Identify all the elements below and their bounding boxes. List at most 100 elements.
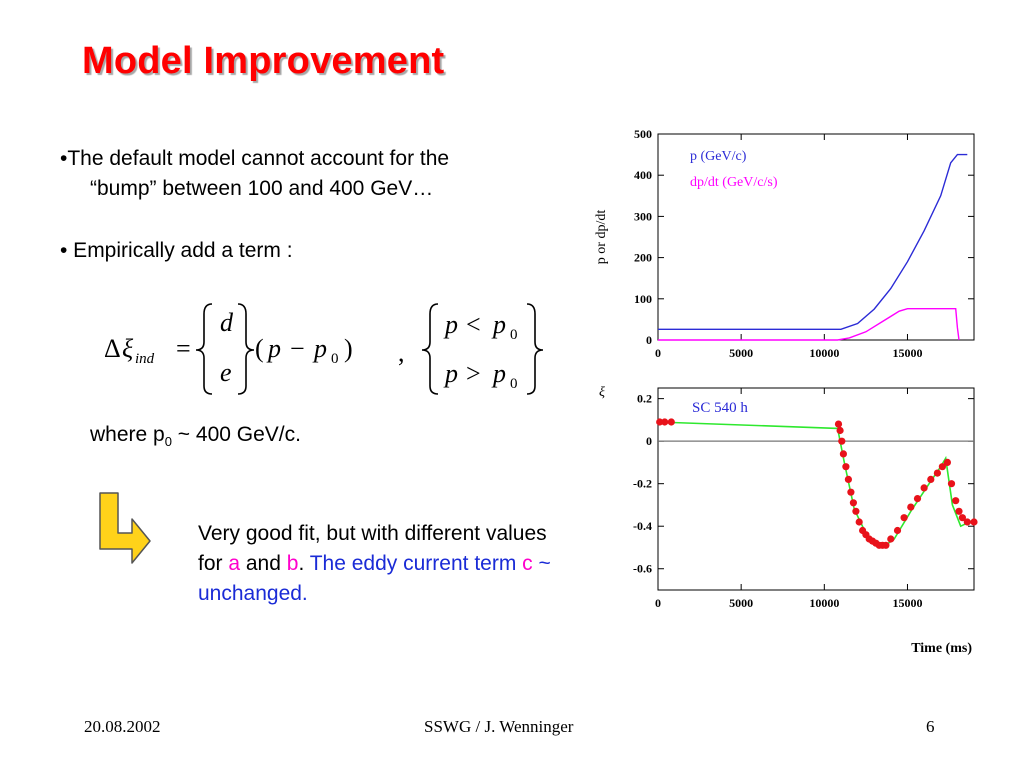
footer-author: SSWG / J. Wenninger (424, 717, 574, 736)
bullet-empirical-term: • Empirically add a term : (60, 239, 293, 262)
chroma-frame (657, 387, 975, 591)
footer-date: 20.08.2002 (84, 717, 161, 736)
measurement-point (852, 507, 860, 515)
chroma-y-tick-label: -0.2 (633, 477, 652, 491)
measurement-point (847, 488, 855, 496)
measurement-point (927, 475, 935, 483)
measurement-point (970, 518, 978, 526)
fit-term-a: a (228, 552, 241, 575)
ramp-y-axis-label: p or dp/dt (594, 210, 609, 265)
equation-comma: , (398, 338, 405, 367)
fit-text-dot: . (298, 552, 310, 575)
left-brace-coefficients (195, 303, 213, 395)
condition-bottom-operator: > (466, 359, 481, 388)
fit-term-c: c (522, 552, 533, 575)
ramp-x-tick-label: 0 (655, 346, 661, 360)
measurement-point (849, 499, 857, 507)
ramp-x-tick-label: 10000 (809, 346, 839, 360)
bullet-default-model-line1: •The default model cannot account for th… (60, 147, 450, 170)
measurement-point (938, 463, 946, 471)
ramp-x-tick-label: 5000 (729, 346, 753, 360)
ramp-x-tick-label: 15000 (892, 346, 922, 360)
measurement-point (656, 418, 664, 426)
equation-delta: Δ (104, 334, 121, 363)
equation-xi-subscript: ind (135, 351, 155, 367)
condition-top-p0: p (491, 310, 506, 339)
condition-bottom-p: p (443, 359, 458, 388)
measurement-point (920, 484, 928, 492)
measurement-point (958, 514, 966, 522)
condition-top-subscript: 0 (510, 327, 518, 343)
fit-text-and: and (240, 552, 287, 575)
fit-text-blue2: ~ unchanged. (198, 552, 551, 605)
measurement-point (907, 503, 915, 511)
ramp-y-tick-label: 400 (634, 168, 652, 182)
measurement-point (836, 426, 844, 435)
measurement-point (893, 526, 902, 535)
equation-p: p (266, 334, 281, 363)
condition-bottom-subscript: 0 (510, 376, 518, 392)
equation-p0-subscript: 0 (331, 351, 339, 367)
chroma-x-axis-label: Time (ms) (911, 641, 972, 656)
chroma-y-tick-label: -0.4 (633, 519, 652, 533)
chroma-chart-title: SC 540 h (692, 400, 748, 416)
chroma-y-tick-label: -0.6 (633, 562, 652, 576)
momentum-series-line (658, 153, 968, 331)
condition-bottom-p0: p (491, 359, 506, 388)
measurement-point (834, 420, 843, 428)
measurement-point (838, 437, 846, 445)
measurement-point (667, 418, 675, 426)
slide-title: Model Improvement (82, 40, 445, 82)
measurement-point (855, 518, 863, 526)
chroma-x-tick-label: 5000 (729, 596, 753, 610)
legend-entry-ramp-rate: dp/dt (GeV/c/s) (690, 175, 778, 190)
measurement-point (952, 497, 960, 505)
footer-page-number: 6 (926, 717, 935, 736)
measurement-point (947, 480, 956, 488)
ramp-rate-series-line (658, 307, 960, 341)
right-brace-conditions (526, 303, 544, 395)
chroma-x-tick-label: 0 (655, 596, 661, 610)
measurement-point (882, 541, 890, 549)
chroma-y-tick-label: 0 (646, 434, 652, 448)
measurement-point (844, 475, 852, 483)
bullet-default-model-line2: “bump” between 100 and 400 GeV… (90, 177, 434, 200)
where-suffix: ~ 400 GeV/c. (171, 423, 301, 446)
fit-text-part1: Very good fit, but with different values… (198, 522, 547, 575)
legend-entry-momentum: p (GeV/c) (690, 149, 747, 164)
equation-equals: = (176, 334, 191, 363)
equation-minus: − (290, 334, 305, 363)
condition-top-p: p (443, 310, 458, 339)
measurement-point (913, 495, 922, 503)
momentum-ramp-chart: 0 5000 10000 15000 0 100 200 300 400 500 p (GeV/c)… (594, 127, 975, 360)
chromaticity-chart: 0 5000 10000 15000 0.2 0 -0.2 -0.4 -0.6 SC 540 h ξ… (599, 385, 978, 656)
bent-arrow-icon (99, 492, 151, 564)
ramp-y-tick-label: 100 (634, 292, 652, 306)
where-subscript: 0 (164, 434, 172, 450)
equation-braces (195, 303, 544, 395)
fit-term-b: b (286, 552, 299, 575)
bent-arrow-shape (99, 492, 151, 564)
measurement-point (943, 458, 951, 466)
right-brace-coefficients (237, 303, 255, 395)
measurement-point (933, 469, 941, 477)
measurement-point (900, 514, 908, 522)
fit-conclusion: Very good fit, but with different values… (198, 519, 558, 609)
measurement-point (842, 463, 850, 471)
equation-open-paren: ( (255, 334, 264, 363)
measurement-point (963, 518, 971, 526)
equation-close-paren: ) (344, 334, 353, 363)
equation-coef-bottom: e (220, 358, 232, 387)
chroma-x-tick-label: 10000 (809, 596, 839, 610)
fit-text-blue1: The eddy current term (309, 552, 523, 575)
measurement-point (887, 535, 895, 543)
ramp-y-tick-label: 200 (634, 251, 652, 265)
measurement-point (955, 507, 963, 515)
measurement-point (661, 418, 669, 426)
equation-p0: p (312, 334, 327, 363)
ramp-y-tick-label: 500 (634, 127, 652, 141)
ramp-y-tick-label: 300 (634, 209, 652, 223)
measurement-point (839, 450, 847, 458)
chroma-y-tick-label: 0.2 (637, 392, 652, 406)
where-prefix: where p (90, 423, 165, 446)
